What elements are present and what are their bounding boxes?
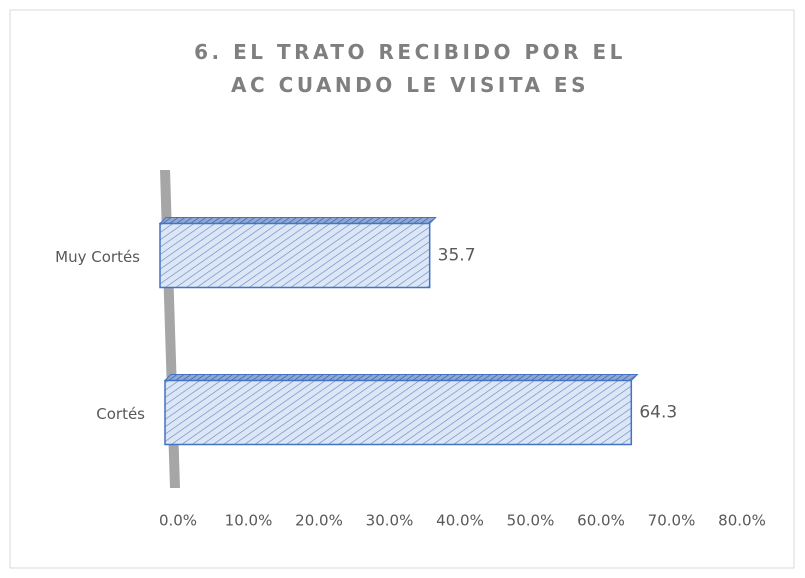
data-label: 64.3	[639, 403, 677, 423]
bar-top	[163, 374, 639, 381]
bar	[164, 379, 633, 446]
y-tick-label: Muy Cortés	[55, 248, 140, 266]
x-tick-label: 60.0%	[577, 512, 625, 530]
x-tick-label: 20.0%	[295, 512, 343, 530]
x-tick-label: 10.0%	[225, 512, 273, 530]
x-tick-label: 70.0%	[648, 512, 696, 530]
x-tick-label: 80.0%	[718, 512, 766, 530]
x-tick-label: 40.0%	[436, 512, 484, 530]
chart-border	[9, 9, 795, 569]
y-tick-label: Cortés	[96, 405, 145, 423]
bar-top	[158, 217, 437, 224]
x-tick-label: 50.0%	[507, 512, 555, 530]
bar	[159, 222, 431, 289]
x-tick-label: 30.0%	[366, 512, 414, 530]
chart-title: 6. EL TRATO RECIBIDO POR EL AC CUANDO LE…	[194, 40, 626, 97]
data-label: 35.7	[438, 246, 476, 266]
x-tick-label: 0.0%	[159, 512, 197, 530]
